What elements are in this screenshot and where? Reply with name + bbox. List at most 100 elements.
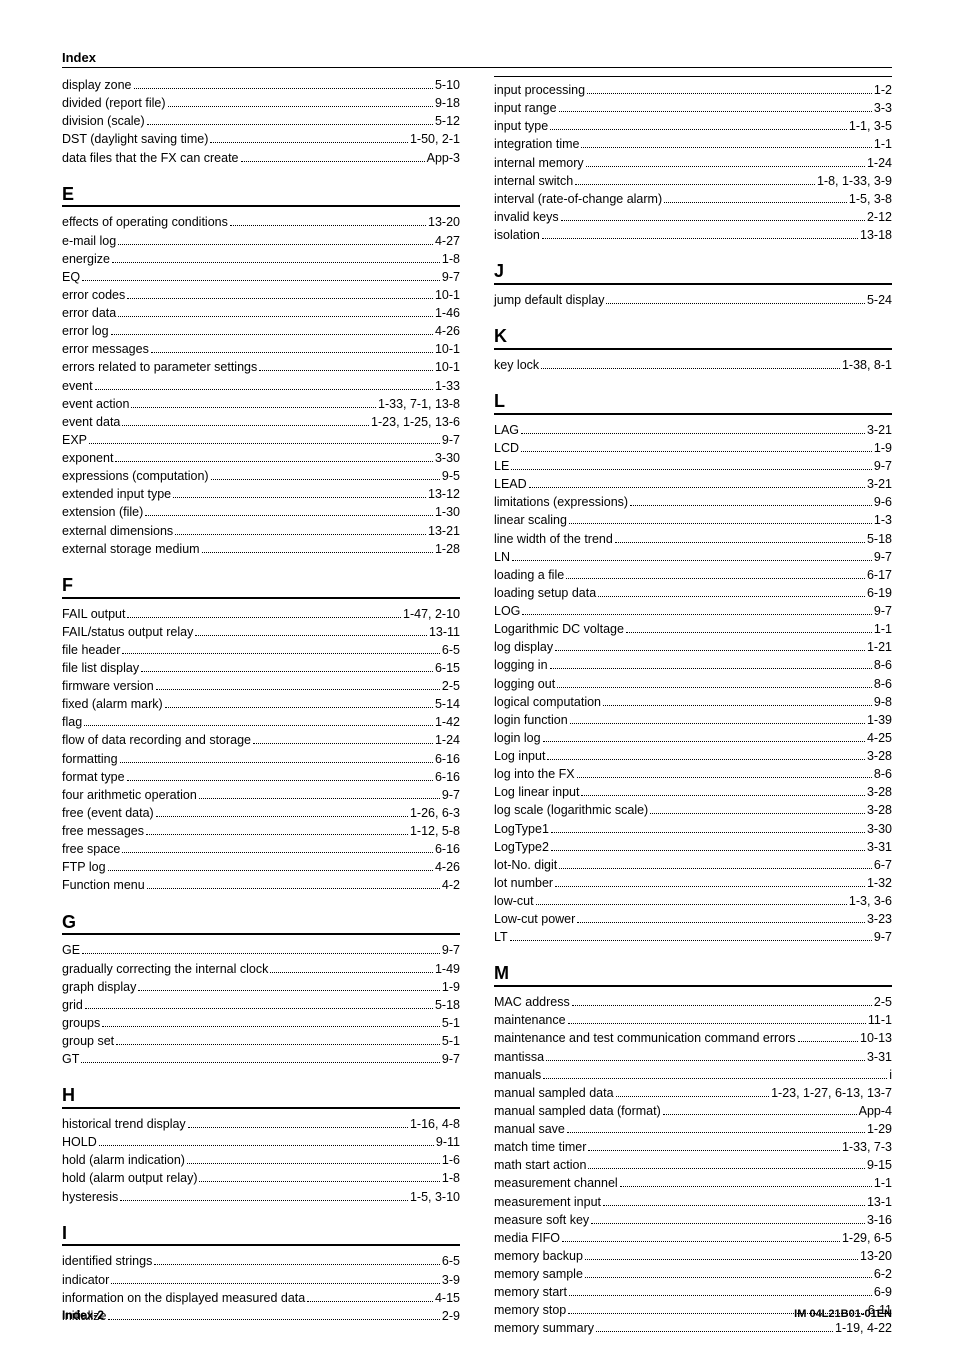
entry-page: i — [889, 1066, 892, 1084]
columns: display zone5-10divided (report file)9-1… — [62, 76, 892, 1338]
entry-term: lot number — [494, 874, 553, 892]
entry-term: input type — [494, 117, 548, 135]
entry-page: 6-15 — [435, 659, 460, 677]
entry-page: 6-2 — [874, 1265, 892, 1283]
index-entry: linear scaling1-3 — [494, 511, 892, 529]
section-heading: I — [62, 1224, 460, 1247]
index-entry: display zone 5-10 — [62, 76, 460, 94]
leader-dots — [253, 743, 433, 744]
entry-term: LE — [494, 457, 509, 475]
entry-page: 3-21 — [867, 421, 892, 439]
index-entry: FAIL output1-47, 2-10 — [62, 605, 460, 623]
index-entry: indicator 3-9 — [62, 1271, 460, 1289]
leader-dots — [521, 433, 865, 434]
leader-dots — [577, 922, 865, 923]
entry-term: measure soft key — [494, 1211, 589, 1229]
entry-page: 4-15 — [435, 1289, 460, 1307]
entry-term: internal switch — [494, 172, 573, 190]
index-entry: measurement channel1-1 — [494, 1174, 892, 1192]
entry-page: 1-29, 6-5 — [842, 1229, 892, 1247]
index-entry: extended input type13-12 — [62, 485, 460, 503]
entry-term: login log — [494, 729, 541, 747]
page: Index display zone5-10divided (report fi… — [0, 0, 954, 1350]
index-entry: Low-cut power3-23 — [494, 910, 892, 928]
entry-term: free (event data) — [62, 804, 154, 822]
entry-page: 9-8 — [874, 693, 892, 711]
leader-dots — [585, 1277, 872, 1278]
entry-term: FTP log — [62, 858, 106, 876]
entry-term: low-cut — [494, 892, 534, 910]
leader-dots — [626, 632, 872, 633]
entry-term: error codes — [62, 286, 125, 304]
leader-dots — [187, 1163, 440, 1164]
entry-term: manual sampled data — [494, 1084, 614, 1102]
index-entry: memory backup13-20 — [494, 1247, 892, 1265]
entry-page: 3-9 — [442, 1271, 460, 1289]
entry-term: login function — [494, 711, 568, 729]
leader-dots — [165, 707, 433, 708]
entry-page: 4-26 — [435, 322, 460, 340]
index-entry: groups5-1 — [62, 1014, 460, 1032]
index-entry: manualsi — [494, 1066, 892, 1084]
index-entry: log display1-21 — [494, 638, 892, 656]
leader-dots — [569, 1295, 872, 1296]
entry-term: hysteresis — [62, 1188, 118, 1206]
leader-dots — [230, 225, 426, 226]
entry-page: 1-3 — [874, 511, 892, 529]
entry-term: loading a file — [494, 566, 564, 584]
entry-term: formatting — [62, 750, 118, 768]
entry-page: 5-10 — [435, 76, 460, 94]
leader-dots — [111, 334, 433, 335]
leader-dots — [581, 147, 871, 148]
leader-dots — [127, 617, 401, 618]
entry-term: memory backup — [494, 1247, 583, 1265]
section-heading: H — [62, 1086, 460, 1109]
entry-page: 1-26, 6-3 — [410, 804, 460, 822]
entry-page: 5-18 — [435, 996, 460, 1014]
leader-dots — [122, 653, 440, 654]
index-entry: LogType23-31 — [494, 838, 892, 856]
entry-term: display zone — [62, 76, 132, 94]
entry-page: 1-24 — [867, 154, 892, 172]
leader-dots — [147, 888, 440, 889]
entry-term: division (scale) — [62, 112, 145, 130]
entry-term: Log linear input — [494, 783, 579, 801]
entry-page: 4-25 — [867, 729, 892, 747]
entry-page: 1-5, 3-10 — [410, 1188, 460, 1206]
entry-page: 9-7 — [874, 928, 892, 946]
entry-page: 2-12 — [867, 208, 892, 226]
index-entry: invalid keys2-12 — [494, 208, 892, 226]
entry-page: 4-27 — [435, 232, 460, 250]
index-entry: LT9-7 — [494, 928, 892, 946]
entry-page: 1-8, 1-33, 3-9 — [817, 172, 892, 190]
index-entry: LAG3-21 — [494, 421, 892, 439]
index-entry: formatting6-16 — [62, 750, 460, 768]
entry-page: 9-7 — [442, 786, 460, 804]
index-entry: maintenance11-1 — [494, 1011, 892, 1029]
index-entry: effects of operating conditions13-20 — [62, 213, 460, 231]
leader-dots — [536, 904, 847, 905]
leader-dots — [111, 1283, 440, 1284]
entry-page: 5-1 — [442, 1032, 460, 1050]
index-entry: MAC address2-5 — [494, 993, 892, 1011]
section-heading: M — [494, 964, 892, 987]
entry-term: LOG — [494, 602, 520, 620]
leader-dots — [630, 505, 872, 506]
entry-term: error data — [62, 304, 116, 322]
left-column: display zone5-10divided (report file)9-1… — [62, 76, 460, 1338]
leader-dots — [122, 425, 369, 426]
entry-page: 13-21 — [428, 522, 460, 540]
leader-dots — [562, 1241, 840, 1242]
leader-dots — [134, 88, 433, 89]
index-entry: loading a file6-17 — [494, 566, 892, 584]
entry-term: indicator — [62, 1271, 109, 1289]
entry-term: error messages — [62, 340, 149, 358]
entry-page: 1-23, 1-27, 6-13, 13-7 — [771, 1084, 892, 1102]
entry-term: media FIFO — [494, 1229, 560, 1247]
entry-page: 1-2 — [874, 81, 892, 99]
entry-page: 13-20 — [428, 213, 460, 231]
entry-page: 3-28 — [867, 783, 892, 801]
leader-dots — [555, 886, 865, 887]
leader-dots — [521, 451, 872, 452]
entry-term: e-mail log — [62, 232, 116, 250]
